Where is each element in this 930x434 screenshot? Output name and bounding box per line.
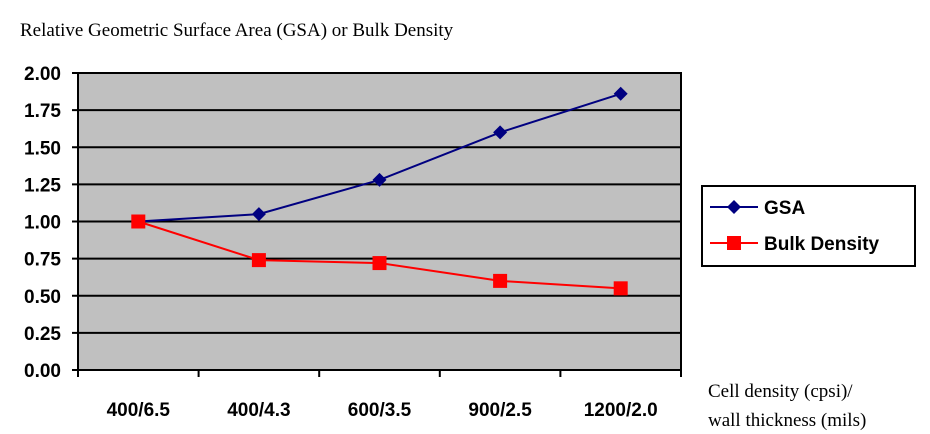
y-tick-label: 0.00 — [24, 361, 61, 382]
x-tick-label: 600/3.5 — [348, 400, 412, 421]
x-axis-title-line2: wall thickness (mils) — [708, 410, 866, 431]
y-tick-label: 1.75 — [24, 101, 61, 122]
x-axis-ticks: 400/6.5 400/4.3 600/3.5 900/2.5 1200/2.0 — [78, 370, 681, 421]
y-tick-label: 2.00 — [24, 64, 61, 85]
y-axis-ticks: 0.00 0.25 0.50 0.75 1.00 1.25 1.50 1.75 2.00 — [24, 64, 78, 382]
x-tick-label: 400/4.3 — [227, 400, 290, 421]
y-tick-label: 1.50 — [24, 138, 61, 159]
data-point-bulk-density — [131, 215, 145, 229]
x-tick-label: 1200/2.0 — [584, 400, 658, 421]
data-point-bulk-density — [373, 256, 387, 270]
x-tick-label: 900/2.5 — [468, 400, 532, 421]
y-tick-label: 1.25 — [24, 175, 61, 196]
legend-bulk-density-square-icon — [727, 236, 741, 250]
data-point-bulk-density — [493, 274, 507, 288]
data-point-bulk-density — [614, 281, 628, 295]
legend-bulk-density-label: Bulk Density — [764, 234, 880, 255]
legend: GSA Bulk Density — [702, 186, 915, 266]
y-tick-label: 0.25 — [24, 324, 61, 345]
y-tick-label: 1.00 — [24, 213, 61, 234]
y-tick-label: 0.50 — [24, 287, 61, 308]
legend-gsa-label: GSA — [764, 198, 805, 219]
chart-title: Relative Geometric Surface Area (GSA) or… — [20, 20, 454, 41]
x-tick-label: 400/6.5 — [107, 400, 171, 421]
data-point-bulk-density — [252, 253, 266, 267]
x-axis-title-line1: Cell density (cpsi)/ — [708, 381, 853, 402]
y-tick-label: 0.75 — [24, 250, 61, 271]
